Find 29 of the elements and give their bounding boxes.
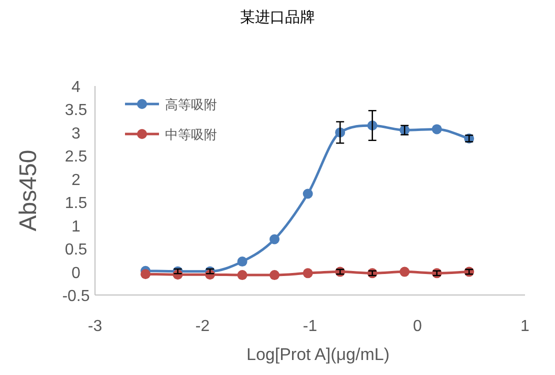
point	[237, 270, 248, 280]
point	[140, 269, 151, 280]
y-tick-label: 1.5	[64, 195, 88, 212]
y-tick-label: 0	[72, 264, 81, 282]
point	[302, 188, 313, 199]
point	[270, 234, 280, 244]
y-axis-title: Abs450	[15, 150, 42, 232]
point	[400, 266, 410, 277]
point	[302, 268, 313, 278]
y-tick-label: 2	[72, 172, 81, 189]
y-tick-label: 3.5	[64, 102, 88, 120]
point	[432, 124, 442, 134]
y-tick-label: 0.5	[64, 242, 88, 259]
y-tick-label: 3	[72, 125, 81, 142]
point	[237, 256, 248, 267]
point	[270, 270, 280, 280]
y-tick-label: 1	[72, 218, 81, 236]
x-tick-label: 0	[413, 318, 422, 335]
x-tick-label: -2	[195, 318, 210, 335]
legend-label: 高等吸附	[165, 97, 217, 112]
x-tick-label: -1	[302, 318, 318, 335]
y-tick-label: 4	[72, 79, 81, 96]
x-axis-title: Log[Prot A](μg/mL)	[246, 345, 390, 364]
x-tick-label: 1	[520, 318, 530, 335]
chart-title: 某进口品牌	[240, 9, 315, 26]
legend-label: 中等吸附	[165, 127, 217, 142]
x-tick-label: -3	[88, 318, 102, 335]
y-tick-label: 2.5	[64, 148, 88, 166]
y-tick-label: -0.5	[62, 288, 90, 305]
